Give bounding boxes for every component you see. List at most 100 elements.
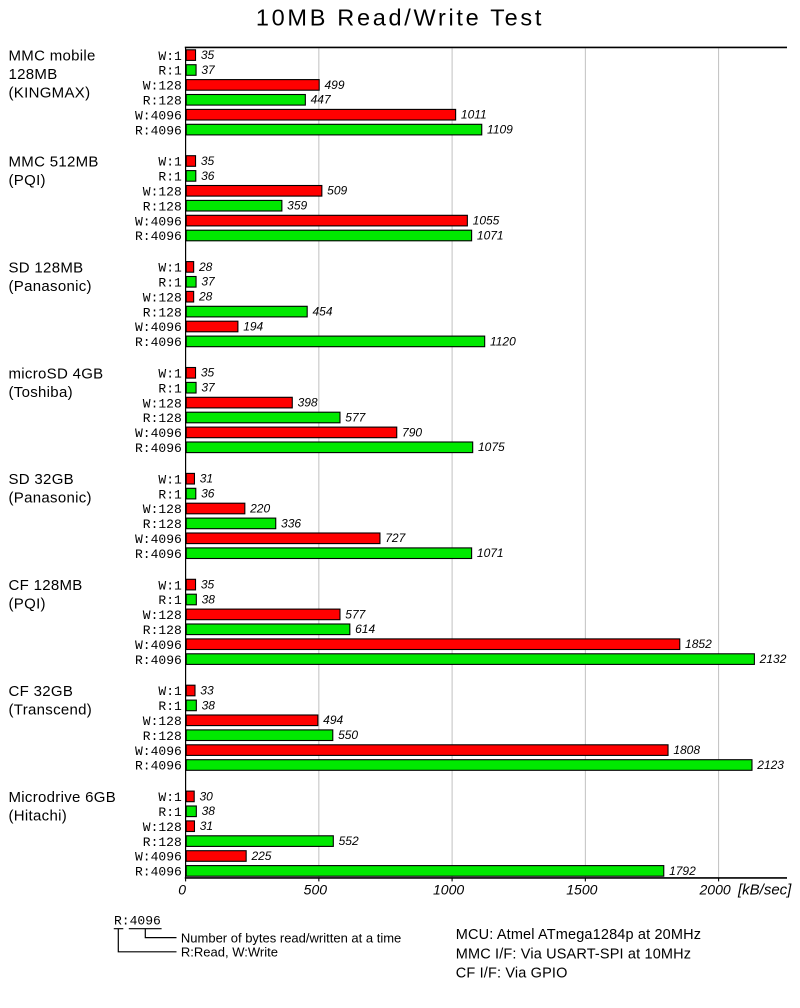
svg-text:1120: 1120 [490,334,516,348]
svg-text:W:4096: W:4096 [135,638,182,653]
svg-text:550: 550 [338,728,358,742]
svg-text:MMC I/F: Via USART-SPI at 10MH: MMC I/F: Via USART-SPI at 10MHz [456,946,691,962]
svg-text:454: 454 [312,305,332,319]
svg-text:W:1: W:1 [158,155,182,170]
svg-text:R:1: R:1 [158,805,182,820]
svg-text:W:128: W:128 [143,184,182,199]
svg-text:447: 447 [311,93,332,107]
svg-text:499: 499 [324,78,344,92]
svg-text:38: 38 [202,698,216,712]
svg-text:R:1: R:1 [158,64,182,79]
svg-text:37: 37 [201,63,216,77]
svg-text:35: 35 [201,154,215,168]
svg-text:28: 28 [198,290,213,304]
svg-text:W:4096: W:4096 [135,532,182,547]
svg-text:225: 225 [250,849,271,863]
svg-text:W:1: W:1 [158,684,182,699]
svg-text:W:128: W:128 [143,79,182,94]
svg-text:W:128: W:128 [143,714,182,729]
svg-text:1000: 1000 [433,882,464,898]
svg-text:(Toshiba): (Toshiba) [9,384,73,401]
svg-text:R:4096: R:4096 [135,865,182,880]
svg-text:W:4096: W:4096 [135,214,182,229]
svg-text:128MB: 128MB [9,66,58,83]
svg-text:R:Read, W:Write: R:Read, W:Write [181,945,278,960]
svg-text:30: 30 [200,789,214,803]
svg-text:1075: 1075 [478,440,505,454]
svg-text:MMC mobile: MMC mobile [9,48,96,65]
svg-text:Microdrive 6GB: Microdrive 6GB [9,789,117,806]
svg-text:2132: 2132 [759,652,787,666]
svg-text:35: 35 [201,48,215,62]
svg-text:W:1: W:1 [158,790,182,805]
svg-text:1011: 1011 [461,108,487,122]
svg-text:[kB/sec]: [kB/sec] [737,882,792,899]
svg-text:336: 336 [281,516,301,530]
svg-text:33: 33 [200,683,214,697]
svg-text:31: 31 [200,819,213,833]
svg-text:577: 577 [345,607,366,621]
svg-text:36: 36 [201,487,215,501]
svg-text:28: 28 [198,260,213,274]
svg-text:R:128: R:128 [143,835,182,850]
svg-text:R:4096: R:4096 [135,759,182,774]
svg-text:R:128: R:128 [143,199,182,214]
svg-text:W:4096: W:4096 [135,744,182,759]
svg-text:W:128: W:128 [143,820,182,835]
svg-text:W:4096: W:4096 [135,426,182,441]
svg-text:494: 494 [323,713,343,727]
svg-text:0: 0 [178,882,186,898]
svg-text:2123: 2123 [756,758,784,772]
svg-text:1109: 1109 [487,123,513,137]
svg-text:1071: 1071 [477,546,504,560]
svg-text:W:1: W:1 [158,49,182,64]
svg-text:(Panasonic): (Panasonic) [9,490,92,507]
svg-text:577: 577 [345,410,366,424]
svg-text:SD 128MB: SD 128MB [9,259,84,276]
svg-text:MMC 512MB: MMC 512MB [9,154,99,171]
svg-text:220: 220 [249,501,270,515]
svg-text:35: 35 [201,366,215,380]
svg-text:R:4096: R:4096 [135,335,182,350]
svg-text:R:1: R:1 [158,275,182,290]
svg-text:36: 36 [201,169,215,183]
svg-text:SD 32GB: SD 32GB [9,471,74,488]
svg-text:38: 38 [202,592,216,606]
svg-text:552: 552 [339,834,359,848]
svg-text:R:4096: R:4096 [114,914,161,929]
svg-text:1852: 1852 [685,637,712,651]
svg-text:R:1: R:1 [158,170,182,185]
svg-text:W:128: W:128 [143,502,182,517]
svg-text:R:4096: R:4096 [135,653,182,668]
svg-text:(Panasonic): (Panasonic) [9,278,92,295]
svg-text:(Hitachi): (Hitachi) [9,807,68,824]
svg-text:W:1: W:1 [158,472,182,487]
svg-text:359: 359 [287,199,307,213]
svg-text:38: 38 [202,804,216,818]
svg-text:W:4096: W:4096 [135,850,182,865]
svg-text:Number of bytes read/written a: Number of bytes read/written at a time [181,930,401,945]
svg-text:37: 37 [201,275,216,289]
svg-text:R:4096: R:4096 [135,229,182,244]
svg-text:CF I/F: Via GPIO: CF I/F: Via GPIO [456,966,568,982]
svg-text:R:128: R:128 [143,411,182,426]
svg-text:W:1: W:1 [158,578,182,593]
svg-text:1071: 1071 [477,228,504,242]
svg-text:(Transcend): (Transcend) [9,702,93,719]
svg-text:R:128: R:128 [143,517,182,532]
svg-text:W:1: W:1 [158,261,182,276]
svg-text:R:128: R:128 [143,623,182,638]
svg-text:R:128: R:128 [143,729,182,744]
svg-text:R:4096: R:4096 [135,441,182,456]
svg-text:(PQI): (PQI) [9,172,46,189]
svg-text:W:4096: W:4096 [135,320,182,335]
svg-text:W:4096: W:4096 [135,108,182,123]
svg-text:R:1: R:1 [158,381,182,396]
svg-text:509: 509 [327,184,347,198]
svg-text:2000: 2000 [699,882,731,898]
svg-text:727: 727 [385,531,406,545]
svg-text:194: 194 [243,319,263,333]
svg-text:CF 128MB: CF 128MB [9,577,83,594]
svg-text:W:128: W:128 [143,290,182,305]
svg-text:MCU: Atmel ATmega1284p at 20MH: MCU: Atmel ATmega1284p at 20MHz [456,927,701,943]
